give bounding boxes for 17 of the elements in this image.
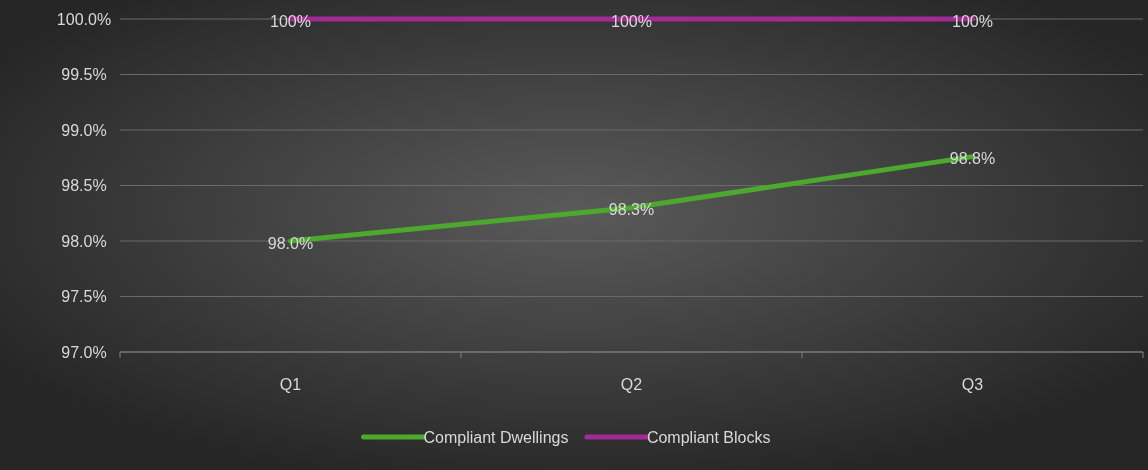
data-label: 100% — [611, 12, 652, 30]
legend-label: Compliant Blocks — [646, 428, 771, 446]
y-tick-label: 97.0% — [61, 343, 107, 361]
y-tick-label: 99.0% — [61, 121, 107, 139]
data-label: 98.0% — [267, 234, 314, 252]
x-tick-label: Q3 — [961, 376, 984, 393]
x-tick-label: Q1 — [279, 376, 302, 393]
y-tick-label: 97.5% — [61, 288, 107, 306]
y-tick-label: 98.5% — [61, 177, 107, 195]
data-label: 100% — [952, 12, 993, 30]
legend-label: Compliant Dwellings — [423, 428, 569, 446]
y-tick-label: 100.0% — [56, 10, 112, 28]
data-label: 100% — [270, 12, 311, 30]
x-tick-label: Q2 — [620, 376, 643, 393]
y-tick-label: 99.5% — [61, 66, 107, 84]
y-tick-label: 98.0% — [61, 232, 107, 250]
data-label: 98.8% — [949, 150, 996, 168]
